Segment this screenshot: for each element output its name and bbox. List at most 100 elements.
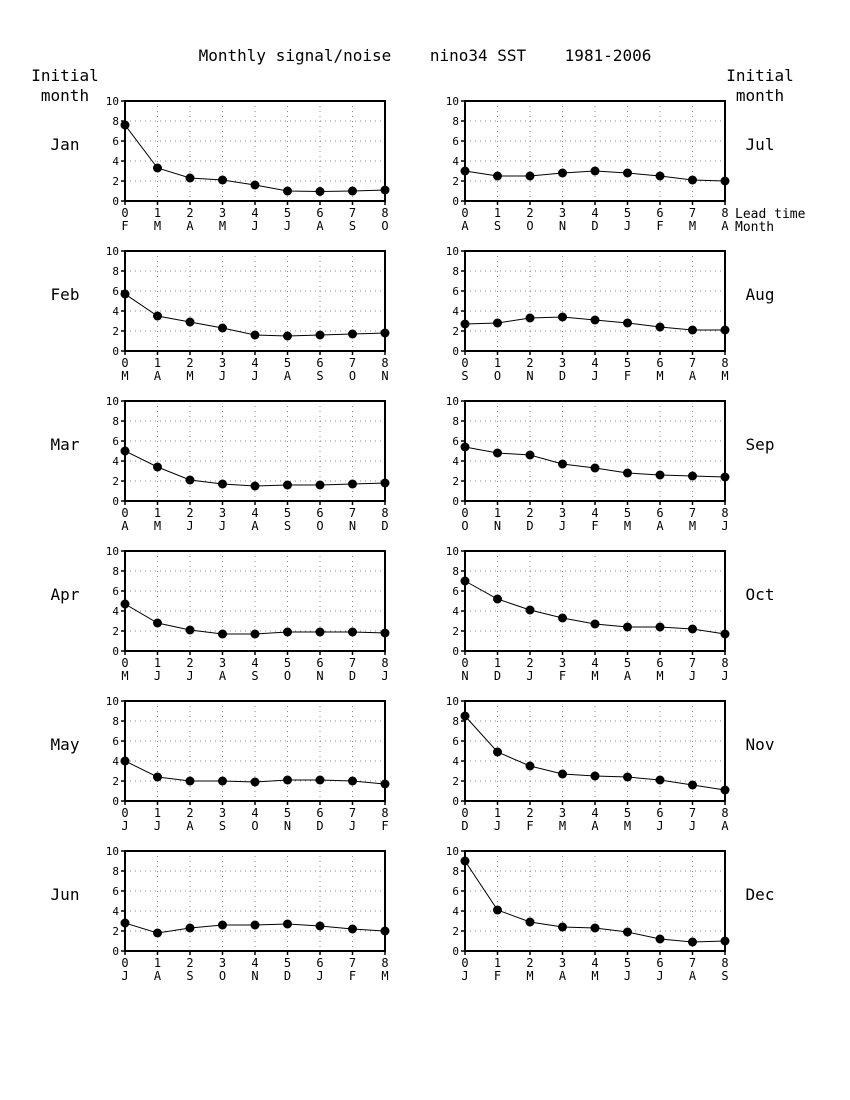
x-month-label: M (186, 369, 193, 383)
x-month-label: D (381, 519, 388, 533)
data-point (348, 329, 357, 339)
x-month-label: S (461, 369, 468, 383)
x-tick-label: 5 (624, 956, 631, 970)
x-tick-label: 1 (154, 806, 161, 820)
y-tick-label: 10 (446, 695, 459, 708)
data-point (655, 322, 665, 332)
panels-group: Jan02468100F1M2A3M4J5J6A7S8OFeb02468100M… (51, 95, 775, 983)
y-tick-label: 8 (452, 265, 459, 278)
x-tick-label: 5 (624, 656, 631, 670)
y-tick-label: 2 (452, 325, 459, 338)
x-month-label: A (591, 819, 599, 833)
data-point (558, 459, 567, 469)
x-month-label: M (526, 969, 533, 983)
data-point (120, 120, 130, 130)
x-tick-label: 6 (656, 956, 663, 970)
x-tick-label: 5 (284, 356, 291, 370)
data-point (348, 776, 357, 786)
x-tick-label: 2 (526, 206, 533, 220)
x-tick-label: 8 (381, 206, 388, 220)
x-tick-label: 0 (121, 206, 128, 220)
x-tick-label: 7 (689, 506, 696, 520)
data-point (283, 775, 292, 785)
data-point (460, 576, 470, 586)
data-point (590, 923, 600, 933)
y-tick-label: 6 (452, 435, 459, 448)
x-month-label: A (121, 519, 129, 533)
x-month-label: D (349, 669, 356, 683)
x-month-label: M (689, 219, 696, 233)
x-month-label: J (689, 669, 696, 683)
x-tick-label: 0 (461, 356, 468, 370)
data-point (590, 166, 600, 176)
x-month-label: J (219, 369, 226, 383)
x-month-label: O (461, 519, 468, 533)
x-month-label: F (656, 219, 663, 233)
x-tick-label: 3 (559, 506, 566, 520)
x-tick-label: 5 (624, 806, 631, 820)
x-month-label: M (219, 219, 226, 233)
x-month-label: M (121, 669, 128, 683)
x-tick-label: 4 (251, 656, 258, 670)
panel-label-jan: Jan (51, 135, 80, 154)
y-tick-label: 10 (106, 545, 119, 558)
x-month-label: J (656, 819, 663, 833)
y-tick-label: 8 (112, 715, 119, 728)
x-month-label: J (121, 969, 128, 983)
y-tick-label: 0 (452, 495, 459, 508)
y-tick-label: 2 (112, 925, 119, 938)
x-tick-label: 7 (689, 206, 696, 220)
data-point (283, 331, 292, 341)
x-month-label: S (284, 519, 291, 533)
panel-label-oct: Oct (746, 585, 775, 604)
data-point (120, 289, 130, 299)
x-tick-label: 0 (121, 806, 128, 820)
x-tick-label: 5 (624, 506, 631, 520)
y-tick-label: 4 (112, 305, 119, 318)
x-tick-label: 4 (591, 506, 598, 520)
x-month-label: F (591, 519, 598, 533)
x-tick-label: 5 (284, 956, 291, 970)
data-point (590, 315, 600, 325)
data-point (623, 468, 632, 478)
y-tick-label: 4 (112, 755, 119, 768)
data-point (688, 175, 697, 185)
x-tick-label: 2 (186, 356, 193, 370)
x-tick-label: 8 (721, 206, 728, 220)
x-month-label: O (284, 669, 291, 683)
x-tick-label: 4 (591, 656, 598, 670)
x-month-label: F (526, 819, 533, 833)
x-tick-label: 0 (121, 356, 128, 370)
data-point (720, 176, 730, 186)
y-tick-label: 0 (112, 495, 119, 508)
x-tick-label: 1 (154, 956, 161, 970)
data-point (623, 168, 632, 178)
x-tick-label: 4 (251, 356, 258, 370)
data-point (623, 927, 632, 937)
x-month-label: M (559, 819, 566, 833)
x-month-label: O (316, 519, 323, 533)
x-tick-label: 4 (591, 206, 598, 220)
x-month-label: A (251, 519, 259, 533)
x-month-label: S (186, 969, 193, 983)
x-month-label: D (559, 369, 566, 383)
y-tick-label: 4 (112, 155, 119, 168)
data-point (218, 920, 227, 930)
figure-title: Monthly signal/noise nino34 SST 1981-200… (199, 46, 652, 65)
x-tick-label: 2 (526, 806, 533, 820)
x-month-label: S (251, 669, 258, 683)
x-tick-label: 4 (251, 506, 258, 520)
x-tick-label: 5 (284, 206, 291, 220)
x-month-label: D (316, 819, 323, 833)
data-point (153, 311, 162, 321)
y-tick-label: 2 (112, 625, 119, 638)
data-point (185, 475, 195, 485)
x-month-label: J (154, 819, 161, 833)
x-month-label: J (624, 969, 631, 983)
x-tick-label: 0 (461, 506, 468, 520)
data-point (250, 777, 260, 787)
